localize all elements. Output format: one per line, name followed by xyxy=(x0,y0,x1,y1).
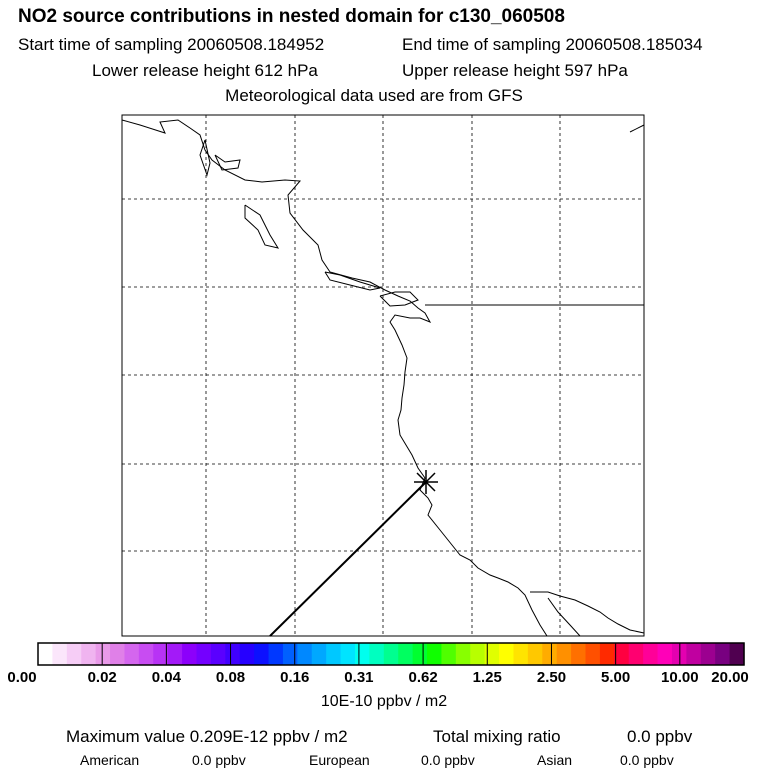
colorbar-unit: 10E-10 ppbv / m2 xyxy=(320,693,448,710)
colorbar-cell xyxy=(412,643,428,665)
american-value: 0.0 ppbv xyxy=(192,752,246,768)
colorbar-cell xyxy=(225,643,241,665)
start-time-label: Start time of sampling 20060508.184952 xyxy=(18,35,325,54)
colorbar-cell xyxy=(556,643,572,665)
upper-height-label: Upper release height 597 hPa xyxy=(402,61,628,80)
colorbar-cell xyxy=(297,643,313,665)
colorbar-cell xyxy=(686,643,702,665)
colorbar-tick-label: 2.50 xyxy=(536,669,567,686)
max-value-label: Maximum value 0.209E-12 ppbv / m2 xyxy=(66,727,348,746)
colorbar-cell xyxy=(210,643,226,665)
colorbar-cell xyxy=(354,643,370,665)
inlet-3 xyxy=(244,204,280,249)
colorbar-tick-label: 0.04 xyxy=(151,669,181,686)
colorbar-cell xyxy=(571,643,587,665)
colorbar-cell xyxy=(700,643,716,665)
colorbar-cell xyxy=(585,643,601,665)
colorbar-tick-label: 0.00 xyxy=(7,669,37,686)
island-1 xyxy=(530,591,645,634)
colorbar-cell xyxy=(81,643,97,665)
colorbar-cell xyxy=(369,643,385,665)
colorbar-cell xyxy=(268,643,284,665)
colorbar-cell xyxy=(196,643,212,665)
colorbar-cell xyxy=(715,643,731,665)
colorbar-cell xyxy=(66,643,82,665)
colorbar-tick-label: 1.25 xyxy=(472,669,502,686)
inlet-1 xyxy=(199,139,211,177)
colorbar-cell xyxy=(499,643,515,665)
colorbar-cell xyxy=(52,643,68,665)
colorbar-cell xyxy=(282,643,298,665)
colorbar-cell xyxy=(527,643,543,665)
met-data-label: Meteorological data used are from GFS xyxy=(225,86,523,105)
colorbar-cell xyxy=(455,643,471,665)
total-mixing-label: Total mixing ratio xyxy=(433,727,561,746)
colorbar-cell xyxy=(95,643,111,665)
colorbar-cell xyxy=(254,643,270,665)
colorbar-cell xyxy=(628,643,644,665)
european-label: European xyxy=(309,752,370,768)
colorbar-cell xyxy=(427,643,443,665)
colorbar-cell xyxy=(599,643,615,665)
inlet-5 xyxy=(379,291,419,307)
release-point-marker xyxy=(414,470,438,494)
colorbar-cell xyxy=(38,643,54,665)
colorbar-cell xyxy=(239,643,255,665)
colorbar-cell xyxy=(311,643,327,665)
island-3 xyxy=(629,124,645,133)
colorbar-tick-label: 10.00 xyxy=(661,669,699,686)
flight-track xyxy=(269,481,427,637)
colorbar-cell xyxy=(643,643,659,665)
map-gridlines xyxy=(122,115,644,636)
colorbar-cell xyxy=(124,643,140,665)
colorbar-separators xyxy=(101,643,681,665)
colorbar-cell xyxy=(153,643,169,665)
end-time-label: End time of sampling 20060508.185034 xyxy=(402,35,703,54)
colorbar-cell xyxy=(326,643,342,665)
colorbar-cell xyxy=(657,643,673,665)
colorbar-cell xyxy=(470,643,486,665)
colorbar-cell xyxy=(167,643,183,665)
map-title: NO2 source contributions in nested domai… xyxy=(18,6,565,27)
colorbar-tick-label: 20.00 xyxy=(711,669,749,686)
american-label: American xyxy=(80,752,140,768)
colorbar-tick-label: 0.08 xyxy=(215,669,246,686)
colorbar-tick-label: 0.02 xyxy=(87,669,117,686)
colorbar-cell xyxy=(138,643,154,665)
colorbar-cell xyxy=(614,643,630,665)
lower-height-label: Lower release height 612 hPa xyxy=(92,61,318,80)
colorbar-cell xyxy=(398,643,414,665)
colorbar-tick-label: 0.16 xyxy=(280,669,310,686)
inlet-4 xyxy=(324,271,381,291)
european-value: 0.0 ppbv xyxy=(421,752,475,768)
map-frame xyxy=(121,114,645,637)
colorbar-cell xyxy=(110,643,126,665)
colorbar-cell xyxy=(542,643,558,665)
coastline xyxy=(121,119,548,637)
colorbar-cell xyxy=(513,643,529,665)
colorbar-cell xyxy=(383,643,399,665)
colorbar-cell xyxy=(729,643,745,665)
colorbar-cell xyxy=(182,643,198,665)
colorbar-tick-label: 0.31 xyxy=(344,669,374,686)
colorbar-frame xyxy=(37,642,745,666)
inlet-2 xyxy=(214,154,241,171)
asian-label: Asian xyxy=(537,752,573,768)
island-2 xyxy=(547,597,581,637)
colorbar-cells xyxy=(38,643,745,665)
colorbar-cell xyxy=(340,643,356,665)
colorbar-tick-label: 0.62 xyxy=(408,669,438,686)
colorbar-cell xyxy=(441,643,457,665)
colorbar-cell xyxy=(484,643,500,665)
total-mixing-value: 0.0 ppbv xyxy=(627,727,693,746)
asian-value: 0.0 ppbv xyxy=(620,752,674,768)
colorbar-tick-label: 5.00 xyxy=(601,669,631,686)
